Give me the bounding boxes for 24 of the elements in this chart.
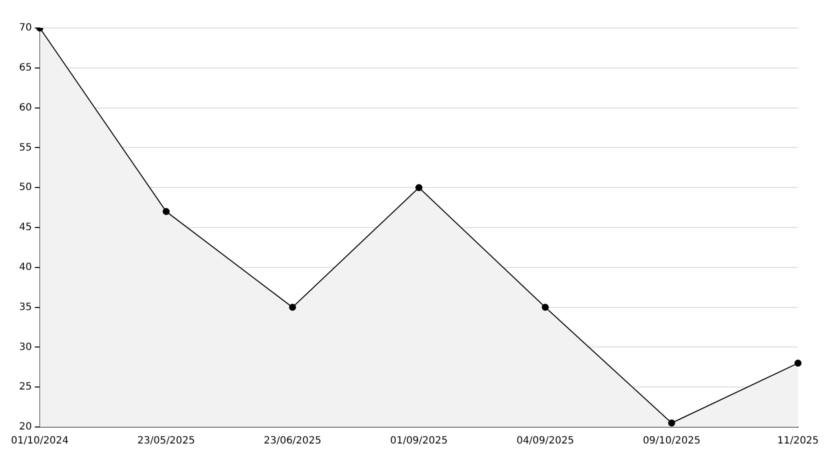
point (542, 304, 549, 311)
y-tick-label: 50 (19, 182, 32, 194)
y-tick-label: 20 (19, 422, 32, 433)
point (415, 184, 422, 192)
x-tick-label: 01/10/2024 (11, 436, 69, 447)
x-tick-label: 23/05/2025 (137, 436, 195, 447)
x-tick-label: 09/10/2025 (642, 436, 700, 447)
y-tick-label: 60 (19, 102, 32, 114)
x-tick-label: 23/06/2025 (264, 436, 322, 447)
point (289, 304, 296, 311)
y-tick-label: 45 (19, 222, 32, 234)
x-tick-label: 11/2025 (777, 436, 819, 447)
y-tick-label: 30 (19, 342, 32, 353)
y-tick-label: 25 (19, 382, 32, 393)
x-tick-label: 04/09/2025 (516, 436, 574, 447)
y-tick-label: 35 (19, 302, 32, 313)
point (794, 360, 802, 367)
y-tick-label: 70 (19, 22, 32, 34)
y-tick-label: 55 (19, 142, 32, 154)
point (668, 420, 676, 427)
point (162, 208, 170, 216)
x-tick-label: 01/09/2025 (390, 436, 448, 447)
y-tick-label: 40 (19, 262, 32, 273)
y-tick-label: 65 (19, 62, 32, 74)
